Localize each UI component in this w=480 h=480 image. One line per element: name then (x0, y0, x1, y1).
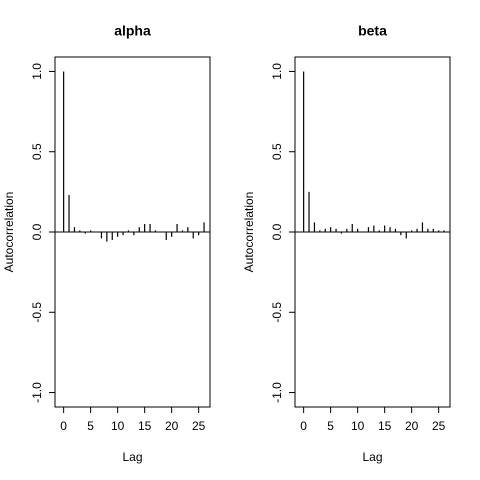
y-tick-label: -1.0 (30, 382, 44, 403)
x-tick-label: 5 (327, 419, 334, 433)
x-tick-label: 25 (192, 419, 206, 433)
y-tick-label: -0.5 (270, 302, 284, 323)
y-tick-label: 0.0 (30, 223, 44, 240)
x-tick-label: 10 (351, 419, 365, 433)
y-tick-label: 0.5 (30, 143, 44, 160)
x-tick-label: 5 (87, 419, 94, 433)
y-tick-label: -0.5 (30, 302, 44, 323)
y-tick-label: 0.0 (270, 223, 284, 240)
y-tick-label: 0.5 (270, 143, 284, 160)
y-axis-label: Autocorrelation (242, 192, 256, 273)
y-axis-label: Autocorrelation (2, 192, 16, 273)
chart-title: alpha (114, 23, 151, 39)
y-tick-label: -1.0 (270, 382, 284, 403)
x-tick-label: 10 (111, 419, 125, 433)
x-tick-label: 20 (405, 419, 419, 433)
x-axis-label: Lag (122, 450, 142, 464)
x-tick-label: 15 (138, 419, 152, 433)
x-tick-label: 0 (300, 419, 307, 433)
x-tick-label: 20 (165, 419, 179, 433)
x-axis-label: Lag (362, 450, 382, 464)
y-tick-label: 1.0 (30, 63, 44, 80)
x-tick-label: 15 (378, 419, 392, 433)
x-tick-label: 25 (432, 419, 446, 433)
x-tick-label: 0 (60, 419, 67, 433)
chart-title: beta (358, 23, 387, 39)
y-tick-label: 1.0 (270, 63, 284, 80)
